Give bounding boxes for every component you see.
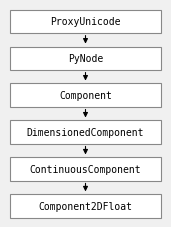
FancyBboxPatch shape [10, 121, 161, 144]
FancyBboxPatch shape [10, 47, 161, 70]
FancyBboxPatch shape [10, 158, 161, 181]
Text: DimensionedComponent: DimensionedComponent [27, 127, 144, 137]
Text: ProxyUnicode: ProxyUnicode [50, 17, 121, 27]
Text: Component: Component [59, 91, 112, 101]
FancyBboxPatch shape [10, 194, 161, 217]
FancyBboxPatch shape [10, 10, 161, 34]
Text: Component2DFloat: Component2DFloat [38, 201, 133, 211]
Text: ContinuousComponent: ContinuousComponent [30, 164, 141, 174]
FancyBboxPatch shape [10, 84, 161, 107]
Text: PyNode: PyNode [68, 54, 103, 64]
